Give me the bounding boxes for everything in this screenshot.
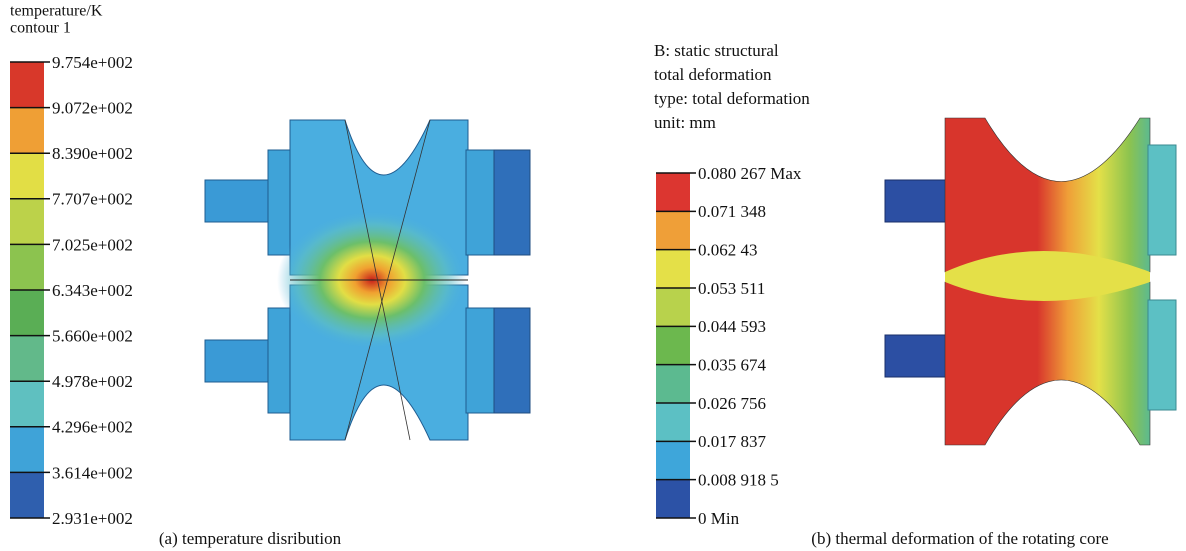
legend-label: 0.008 918 5 xyxy=(698,471,779,490)
legend-band xyxy=(10,62,44,108)
legend-band xyxy=(656,403,690,442)
legend-band xyxy=(10,381,44,427)
legend-label: 4.978e+002 xyxy=(52,372,133,391)
legend-label: 5.660e+002 xyxy=(52,327,133,346)
legend-label: 0.035 674 xyxy=(698,356,767,375)
legend-band xyxy=(10,290,44,336)
deformation-model xyxy=(885,118,1176,445)
legend-label: 3.614e+002 xyxy=(52,463,133,482)
legend-label: 0 Min xyxy=(698,509,740,528)
legend-title: total deformation xyxy=(654,65,772,84)
legend-band xyxy=(656,211,690,250)
legend-label: 0.017 837 xyxy=(698,432,767,451)
legend-band xyxy=(10,153,44,199)
legend-label: 0.044 593 xyxy=(698,317,766,336)
figure: temperature/Kcontour 1 9.754e+002 9.072e+0… xyxy=(0,0,1186,551)
legend-label: 0.053 511 xyxy=(698,279,765,298)
legend-band xyxy=(656,173,690,212)
legend-title: type: total deformation xyxy=(654,89,810,108)
legend-label: 7.707e+002 xyxy=(52,190,133,209)
legend-band xyxy=(656,480,690,519)
legend-band xyxy=(656,326,690,365)
temperature-model xyxy=(205,120,530,440)
legend-title: contour 1 xyxy=(10,20,71,37)
legend-band xyxy=(10,108,44,154)
legend-label: 7.025e+002 xyxy=(52,235,133,254)
legend-band xyxy=(656,365,690,404)
legend-label: 0.071 348 xyxy=(698,202,766,221)
legend-band xyxy=(10,427,44,473)
legend-band xyxy=(10,472,44,518)
legend-band xyxy=(10,244,44,290)
legend-label: 9.072e+002 xyxy=(52,99,133,118)
legend-band xyxy=(10,199,44,245)
legend-band xyxy=(656,441,690,480)
legend-title: temperature/K xyxy=(10,3,103,20)
caption: (a) temperature disribution xyxy=(159,529,342,548)
legend-label: 0.062 43 xyxy=(698,241,758,260)
legend-band xyxy=(656,250,690,289)
legend-label: 2.931e+002 xyxy=(52,509,133,528)
legend-band xyxy=(656,288,690,327)
caption: (b) thermal deformation of the rotating … xyxy=(811,529,1108,548)
legend-title: unit: mm xyxy=(654,113,716,132)
legend-title: B: static structural xyxy=(654,41,779,60)
legend-label: 8.390e+002 xyxy=(52,144,133,163)
legend-label: 9.754e+002 xyxy=(52,53,133,72)
legend-label: 4.296e+002 xyxy=(52,418,133,437)
legend-label: 6.343e+002 xyxy=(52,281,133,300)
legend-label: 0.080 267 Max xyxy=(698,164,802,183)
legend-label: 0.026 756 xyxy=(698,394,766,413)
legend-band xyxy=(10,336,44,382)
